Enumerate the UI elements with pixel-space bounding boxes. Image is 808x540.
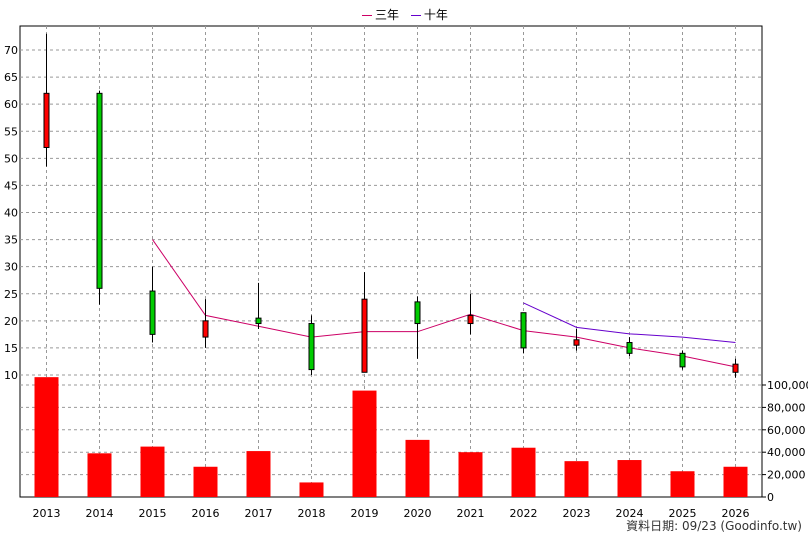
ma-line bbox=[152, 239, 736, 368]
x-tick-label: 2022 bbox=[510, 507, 538, 520]
x-tick-label: 2013 bbox=[33, 507, 61, 520]
volume-tick-label: 80,000 bbox=[767, 401, 806, 414]
price-tick-label: 35 bbox=[4, 234, 18, 247]
price-tick-label: 70 bbox=[4, 44, 18, 57]
x-tick-label: 2023 bbox=[563, 507, 591, 520]
candle-body bbox=[255, 317, 262, 325]
volume-tick-label: 40,000 bbox=[767, 446, 806, 459]
ma-line bbox=[523, 302, 736, 343]
volume-bar bbox=[246, 451, 271, 497]
volume-tick-label: 100,000 bbox=[767, 379, 808, 392]
candle-body bbox=[202, 320, 209, 338]
candle-body bbox=[520, 312, 527, 349]
x-tick-label: 2026 bbox=[722, 507, 750, 520]
price-tick-label: 15 bbox=[4, 342, 18, 355]
candle-body bbox=[467, 314, 474, 325]
price-tick-label: 55 bbox=[4, 125, 18, 138]
volume-bar bbox=[511, 447, 536, 497]
volume-bar bbox=[405, 439, 430, 497]
candle-body bbox=[626, 342, 633, 354]
volume-bar bbox=[458, 452, 483, 497]
legend-swatch-3yr bbox=[362, 15, 372, 16]
x-tick-label: 2025 bbox=[669, 507, 697, 520]
volume-bar bbox=[87, 453, 112, 497]
x-tick-label: 2020 bbox=[404, 507, 432, 520]
x-tick-label: 2018 bbox=[298, 507, 326, 520]
volume-bar bbox=[564, 461, 589, 497]
candle-body bbox=[43, 92, 50, 149]
candle-body bbox=[414, 301, 421, 325]
price-tick-label: 20 bbox=[4, 315, 18, 328]
legend-item-3yr: 三年 bbox=[362, 8, 399, 22]
volume-bar bbox=[617, 460, 642, 497]
price-tick-label: 30 bbox=[4, 261, 18, 274]
price-tick-label: 60 bbox=[4, 98, 18, 111]
volume-bar bbox=[352, 390, 377, 497]
legend-label-10yr: 十年 bbox=[423, 8, 448, 22]
data-date-footer: 資料日期: 09/23 (Goodinfo.tw) bbox=[626, 519, 802, 533]
candle-body bbox=[308, 323, 315, 371]
candle-body bbox=[149, 290, 156, 335]
volume-bar bbox=[140, 446, 165, 497]
price-tick-label: 10 bbox=[4, 369, 18, 382]
legend-swatch-10yr bbox=[410, 15, 421, 16]
volume-bar bbox=[670, 471, 695, 497]
x-tick-label: 2024 bbox=[616, 507, 644, 520]
price-tick-label: 25 bbox=[4, 288, 18, 301]
volume-bar bbox=[299, 482, 324, 497]
x-tick-label: 2014 bbox=[86, 507, 114, 520]
legend: 三年 十年 bbox=[362, 6, 456, 23]
x-tick-label: 2015 bbox=[139, 507, 167, 520]
legend-item-10yr: 十年 bbox=[410, 8, 448, 22]
candle-body bbox=[573, 339, 580, 346]
volume-tick-label: 20,000 bbox=[767, 469, 806, 482]
volume-bar bbox=[193, 466, 218, 497]
volume-bar bbox=[34, 377, 59, 497]
price-tick-label: 40 bbox=[4, 207, 18, 220]
candle-body bbox=[361, 298, 368, 373]
legend-label-3yr: 三年 bbox=[375, 8, 400, 22]
x-tick-label: 2016 bbox=[192, 507, 220, 520]
volume-bar bbox=[723, 466, 748, 497]
volume-tick-label: 0 bbox=[767, 491, 774, 504]
x-tick-label: 2017 bbox=[245, 507, 273, 520]
price-tick-label: 50 bbox=[4, 152, 18, 165]
price-tick-label: 65 bbox=[4, 71, 18, 84]
candle-body bbox=[732, 363, 739, 373]
x-tick-label: 2021 bbox=[457, 507, 485, 520]
volume-tick-label: 60,000 bbox=[767, 424, 806, 437]
plot-frame bbox=[19, 25, 763, 498]
x-tick-label: 2019 bbox=[351, 507, 379, 520]
candle-body bbox=[96, 92, 103, 289]
candle-body bbox=[679, 352, 686, 368]
price-tick-label: 45 bbox=[4, 179, 18, 192]
